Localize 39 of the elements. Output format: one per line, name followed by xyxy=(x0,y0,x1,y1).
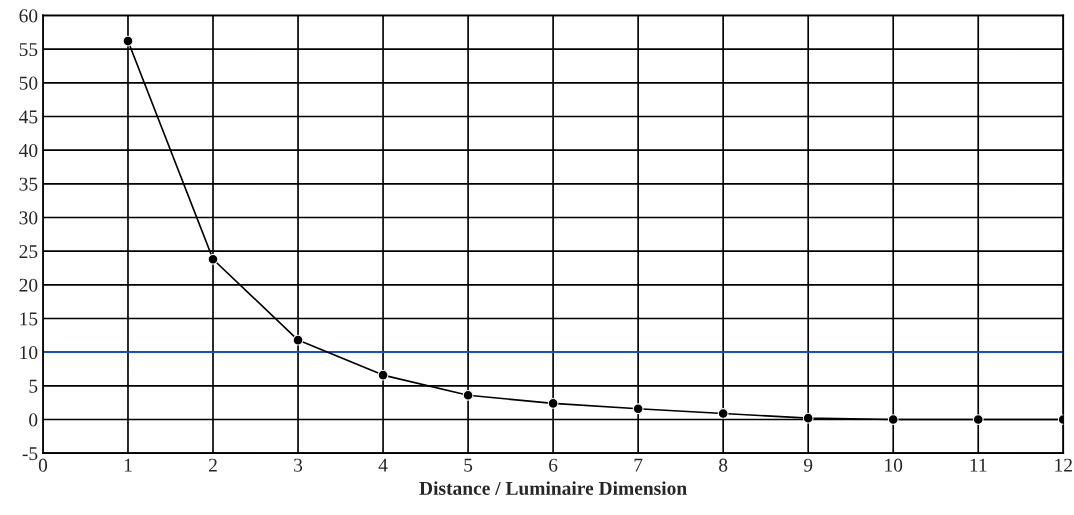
x-tick-label: 11 xyxy=(970,458,987,472)
x-tick-label: 0 xyxy=(38,458,48,472)
y-tick-label: 45 xyxy=(19,110,38,124)
x-tick-label: 3 xyxy=(294,458,303,472)
x-tick-label: 8 xyxy=(719,458,728,472)
x-tick-label: 9 xyxy=(803,458,813,472)
point xyxy=(632,403,644,415)
y-tick-label: 50 xyxy=(19,76,38,90)
x-tick-label: 7 xyxy=(634,458,643,472)
point xyxy=(462,389,474,401)
x-tick-label: 1 xyxy=(124,458,132,472)
point xyxy=(717,408,729,419)
point xyxy=(377,369,389,381)
x-tick-label: 6 xyxy=(549,458,558,472)
point xyxy=(547,397,559,409)
y-tick-label: 30 xyxy=(19,211,38,225)
y-tick-label: 10 xyxy=(20,346,38,360)
y-tick-label: -5 xyxy=(22,447,38,461)
point xyxy=(122,35,134,47)
x-axis-title: Distance / Luminaire Dimension xyxy=(419,481,687,495)
point xyxy=(972,414,984,425)
point xyxy=(887,414,899,425)
point xyxy=(802,412,814,424)
y-tick-label: 5 xyxy=(29,379,38,393)
y-tick-label: 35 xyxy=(19,177,38,191)
y-tick-label: 25 xyxy=(19,245,38,259)
y-tick-label: 55 xyxy=(19,43,38,57)
y-tick-label: 60 xyxy=(19,9,38,23)
x-tick-label: 2 xyxy=(209,458,217,472)
point xyxy=(207,253,219,265)
y-tick-label: 40 xyxy=(19,143,38,158)
x-tick-label: 10 xyxy=(885,458,903,472)
y-tick-label: 0 xyxy=(29,413,38,427)
x-tick-label: 12 xyxy=(1055,458,1072,472)
y-tick-label: 20 xyxy=(19,278,38,292)
point xyxy=(292,334,304,346)
x-tick-label: 5 xyxy=(464,458,473,472)
x-tick-label: 4 xyxy=(378,458,388,472)
y-tick-label: 15 xyxy=(20,312,38,326)
